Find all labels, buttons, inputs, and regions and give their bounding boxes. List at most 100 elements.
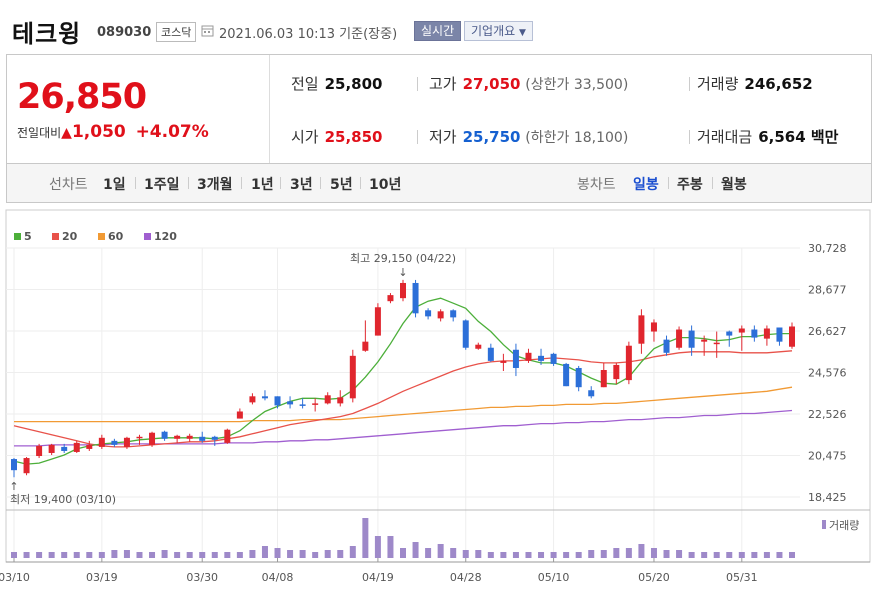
- candle-body: [362, 341, 369, 351]
- volume-bar: [224, 552, 231, 558]
- open-price: 시가 25,850: [291, 128, 383, 146]
- tab-3month[interactable]: 3개월: [197, 177, 233, 193]
- annotation-low: 최저 19,400 (03/10): [10, 493, 116, 506]
- volume-bar: [462, 550, 469, 558]
- candle-body: [650, 322, 657, 332]
- x-tick-label: 05/31: [726, 571, 758, 584]
- change-percent: +4.07%: [135, 122, 209, 142]
- volume-bar: [337, 550, 344, 558]
- volume-bar: [663, 550, 670, 558]
- candle-body: [751, 329, 758, 338]
- realtime-button[interactable]: 실시간: [414, 21, 462, 41]
- candle-body: [500, 360, 507, 363]
- candle-body: [73, 442, 80, 452]
- volume-bar: [751, 552, 758, 558]
- candle-body: [387, 295, 394, 302]
- volume-bar: [475, 550, 482, 558]
- candle-body: [776, 327, 783, 342]
- market-badge: 코스닥: [156, 22, 197, 42]
- candle-body: [450, 310, 457, 318]
- volume-bar: [487, 552, 494, 558]
- candle-chart-label: 봉차트: [577, 177, 616, 193]
- candle-body: [538, 355, 545, 361]
- volume-bar: [550, 552, 557, 558]
- tab-monthly[interactable]: 월봉: [721, 177, 747, 193]
- candle-body: [211, 436, 218, 440]
- chart-tabs: 선차트 1일 1주일 3개월 1년 3년 5년 10년 봉차트 일봉 주봉 월봉: [6, 163, 872, 203]
- tab-1day[interactable]: 1일: [103, 177, 126, 193]
- x-tick-label: 05/20: [638, 571, 670, 584]
- volume-bar: [249, 550, 256, 558]
- volume-bar: [312, 552, 319, 558]
- candle-body: [588, 390, 595, 397]
- volume-bar: [600, 550, 607, 558]
- volume-bar: [274, 548, 281, 558]
- candle-body: [688, 330, 695, 348]
- current-price: 26,850: [17, 77, 147, 117]
- volume-bar: [450, 548, 457, 558]
- day-low: 저가 25,750 (하한가 18,100): [429, 128, 629, 146]
- volume-bar: [538, 552, 545, 558]
- candle-body: [663, 339, 670, 353]
- volume-bar: [738, 552, 745, 558]
- tab-weekly[interactable]: 주봉: [677, 177, 703, 193]
- volume-bar: [425, 548, 432, 558]
- candle-body: [512, 349, 519, 368]
- up-triangle-icon: ▲: [61, 125, 72, 141]
- y-tick-label: 18,425: [808, 491, 847, 504]
- x-tick-label: 03/19: [86, 571, 118, 584]
- volume-bar: [236, 552, 243, 558]
- volume-bar: [638, 544, 645, 558]
- volume: 거래량 246,652: [697, 75, 813, 93]
- volume-bar: [500, 552, 507, 558]
- volume-bar: [48, 552, 55, 558]
- volume-bar: [676, 550, 683, 558]
- x-tick-label: 05/10: [538, 571, 570, 584]
- volume-bar: [625, 548, 632, 558]
- candle-body: [425, 310, 432, 317]
- volume-bar: [437, 544, 444, 558]
- y-tick-label: 24,576: [808, 367, 847, 380]
- candle-body: [186, 435, 193, 439]
- trade-amount: 거래대금 6,564 백만: [697, 128, 839, 146]
- candle-body: [324, 395, 331, 404]
- low-arrow-icon: ↑: [9, 480, 18, 493]
- line-chart-label: 선차트: [49, 177, 88, 193]
- candle-body: [224, 429, 231, 443]
- datetime: 2021.06.03 10:13 기준(장중): [219, 27, 398, 42]
- candle-body: [299, 404, 306, 406]
- volume-bar: [136, 552, 143, 558]
- candle-body: [763, 328, 770, 339]
- volume-bar: [688, 552, 695, 558]
- ma120-line: [14, 409, 793, 447]
- candle-body: [149, 432, 156, 445]
- stock-header: 테크윙 089030 코스닥 2021.06.03 10:13 기준(장중) 실…: [0, 0, 872, 50]
- volume-bar: [23, 552, 30, 558]
- tab-5year[interactable]: 5년: [330, 177, 353, 193]
- stock-code: 089030: [97, 25, 152, 40]
- volume-bar: [11, 552, 17, 558]
- candle-body: [61, 446, 68, 451]
- volume-bar: [726, 552, 733, 558]
- change-row: 전일대비▲1,050 +4.07%: [17, 122, 209, 142]
- y-tick-label: 28,677: [808, 284, 847, 297]
- volume-bar: [701, 552, 708, 558]
- y-tick-label: 26,627: [808, 325, 847, 338]
- tab-1week[interactable]: 1주일: [144, 177, 180, 193]
- volume-bar: [512, 552, 519, 558]
- candle-body: [236, 411, 243, 419]
- candle-body: [261, 396, 268, 399]
- tab-daily[interactable]: 일봉: [633, 177, 659, 193]
- tab-3year[interactable]: 3년: [290, 177, 313, 193]
- volume-bar: [287, 550, 294, 558]
- volume-bar: [61, 552, 68, 558]
- volume-legend-label: 거래량: [829, 519, 859, 532]
- candle-body: [437, 311, 444, 319]
- high-arrow-icon: ↓: [398, 266, 407, 279]
- tab-1year[interactable]: 1년: [251, 177, 274, 193]
- company-overview-dropdown[interactable]: 기업개요 ▼: [464, 21, 533, 41]
- tab-10year[interactable]: 10년: [369, 177, 402, 193]
- chevron-down-icon: ▼: [519, 28, 526, 38]
- candle-body: [738, 328, 745, 333]
